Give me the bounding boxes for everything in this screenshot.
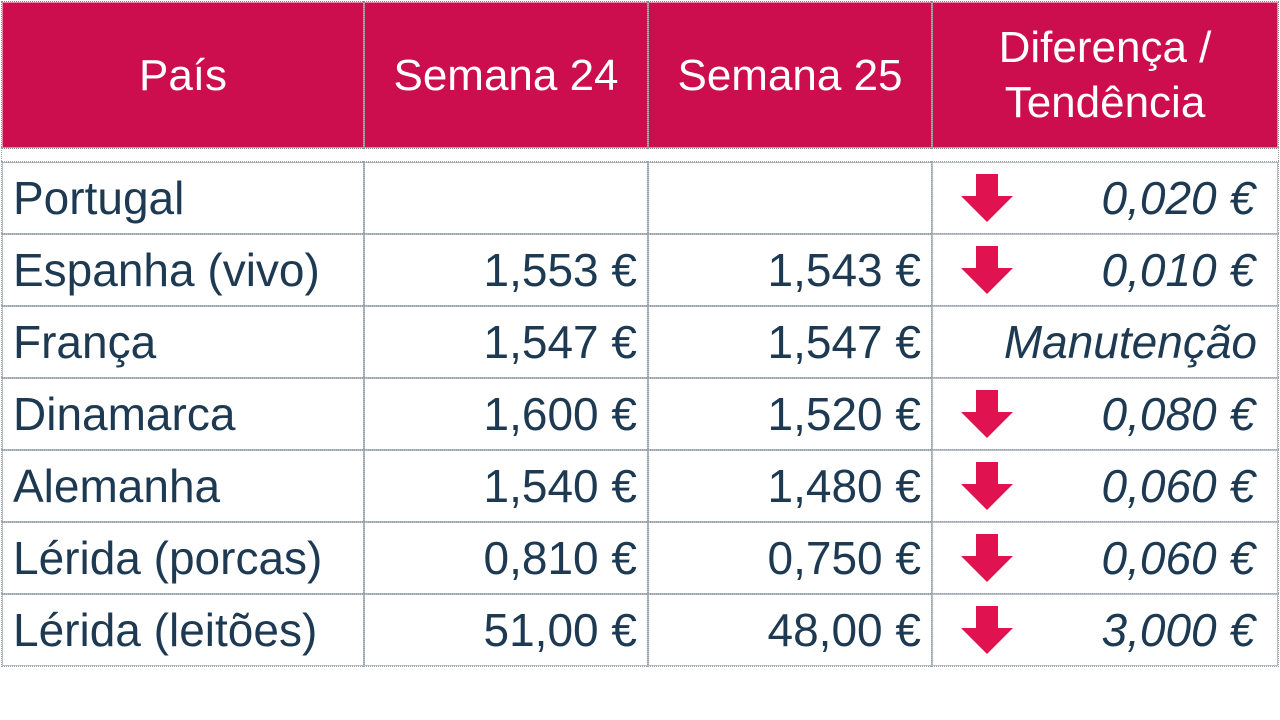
week-24-cell: 1,553 € [363,233,649,307]
price-table: País Semana 24 Semana 25 Diferença / Ten… [1,1,1279,667]
week-24-cell: 1,547 € [363,305,649,379]
country-cell: França [1,305,365,379]
header-week-25: Semana 25 [647,1,933,149]
table-row: França 1,547 € 1,547 € Manutenção [1,305,1279,379]
difference-value: 3,000 € [1101,604,1255,656]
week-24-cell: 51,00 € [363,593,649,667]
header-country: País [1,1,365,149]
difference-cell: 0,060 € [931,449,1279,523]
week-24-cell: 0,810 € [363,521,649,595]
down-arrow-icon [961,174,1013,222]
difference-value: 0,010 € [1101,244,1255,296]
week-25-cell [647,161,933,235]
week-25-cell: 1,480 € [647,449,933,523]
week-24-cell: 1,540 € [363,449,649,523]
difference-cell: 0,080 € [931,377,1279,451]
country-cell: Portugal [1,161,365,235]
week-25-cell: 0,750 € [647,521,933,595]
header-difference-trend: Diferença / Tendência [931,1,1279,149]
price-table-container: País Semana 24 Semana 25 Diferença / Ten… [1,1,1279,667]
down-arrow-icon [961,390,1013,438]
table-row: Lérida (porcas) 0,810 € 0,750 € 0,060 € [1,521,1279,595]
header-diff-line2: Tendência [1004,78,1206,127]
table-row: Lérida (leitões) 51,00 € 48,00 € 3,000 € [1,593,1279,667]
header-gap [1,147,1279,163]
country-cell: Lérida (porcas) [1,521,365,595]
difference-cell: 3,000 € [931,593,1279,667]
country-cell: Espanha (vivo) [1,233,365,307]
table-row: Espanha (vivo) 1,553 € 1,543 € 0,010 € [1,233,1279,307]
down-arrow-icon [961,462,1013,510]
difference-cell: Manutenção [931,305,1279,379]
difference-value: Manutenção [1003,316,1257,368]
week-25-cell: 1,543 € [647,233,933,307]
week-24-cell [363,161,649,235]
difference-value: 0,060 € [1101,460,1255,512]
down-arrow-icon [961,246,1013,294]
country-cell: Lérida (leitões) [1,593,365,667]
down-arrow-icon [961,606,1013,654]
week-24-cell: 1,600 € [363,377,649,451]
difference-cell: 0,020 € [931,161,1279,235]
difference-cell: 0,060 € [931,521,1279,595]
difference-value: 0,080 € [1101,388,1255,440]
header-row: País Semana 24 Semana 25 Diferença / Ten… [1,1,1279,149]
table-row: Alemanha 1,540 € 1,480 € 0,060 € [1,449,1279,523]
difference-cell: 0,010 € [931,233,1279,307]
country-cell: Alemanha [1,449,365,523]
header-week-24: Semana 24 [363,1,649,149]
header-diff-line1: Diferença / [998,23,1212,72]
difference-value: 0,060 € [1101,532,1255,584]
difference-value: 0,020 € [1101,172,1255,224]
table-row: Portugal 0,020 € [1,161,1279,235]
week-25-cell: 1,547 € [647,305,933,379]
week-25-cell: 1,520 € [647,377,933,451]
country-cell: Dinamarca [1,377,365,451]
week-25-cell: 48,00 € [647,593,933,667]
table-row: Dinamarca 1,600 € 1,520 € 0,080 € [1,377,1279,451]
down-arrow-icon [961,534,1013,582]
